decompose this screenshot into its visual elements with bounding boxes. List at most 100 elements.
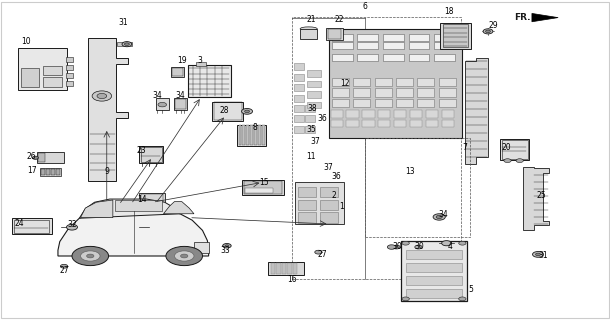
Bar: [245, 188, 273, 193]
Text: 4: 4: [448, 242, 453, 251]
Bar: [362, 120, 375, 127]
Text: 12: 12: [340, 79, 350, 88]
Bar: [409, 42, 429, 49]
Bar: [175, 99, 186, 109]
Polygon shape: [523, 167, 549, 230]
Circle shape: [92, 91, 112, 101]
Bar: [375, 99, 392, 107]
Bar: [396, 78, 413, 86]
Bar: [172, 68, 183, 76]
Polygon shape: [163, 202, 194, 214]
Bar: [357, 42, 378, 49]
Bar: [426, 110, 438, 118]
Circle shape: [536, 253, 540, 256]
Circle shape: [402, 241, 409, 245]
Bar: [442, 110, 454, 118]
Circle shape: [66, 224, 77, 230]
Bar: [417, 99, 434, 107]
Bar: [196, 62, 206, 66]
Bar: [357, 54, 378, 61]
Bar: [43, 77, 62, 87]
Text: 18: 18: [444, 7, 454, 16]
Bar: [298, 187, 316, 197]
Bar: [406, 263, 462, 272]
Text: 31: 31: [118, 18, 128, 27]
Text: 17: 17: [27, 166, 37, 175]
Bar: [406, 289, 462, 298]
Bar: [434, 34, 455, 41]
Circle shape: [60, 264, 68, 268]
Bar: [406, 276, 462, 285]
Text: 30: 30: [415, 242, 425, 251]
Text: 1: 1: [339, 202, 344, 211]
Circle shape: [486, 30, 490, 33]
Bar: [500, 139, 529, 160]
Bar: [401, 241, 467, 301]
Circle shape: [158, 102, 167, 107]
Text: 6: 6: [362, 2, 367, 11]
Text: 7: 7: [462, 143, 467, 152]
Bar: [66, 81, 73, 86]
Bar: [394, 120, 406, 127]
Text: 24: 24: [15, 220, 24, 228]
Bar: [409, 54, 429, 61]
Bar: [271, 263, 275, 274]
Bar: [320, 187, 338, 197]
Text: 33: 33: [221, 246, 231, 255]
Bar: [346, 120, 359, 127]
Bar: [294, 126, 304, 133]
Bar: [440, 23, 471, 49]
Circle shape: [225, 245, 229, 247]
Polygon shape: [88, 38, 128, 181]
Bar: [254, 125, 257, 145]
Bar: [12, 218, 52, 234]
Text: 37: 37: [323, 163, 333, 172]
Polygon shape: [79, 199, 180, 218]
Text: 16: 16: [287, 275, 296, 284]
Bar: [66, 57, 73, 62]
Text: 9: 9: [104, 167, 109, 176]
Bar: [43, 66, 62, 75]
Circle shape: [223, 244, 231, 248]
Circle shape: [181, 254, 188, 258]
Text: 34: 34: [152, 92, 162, 100]
Text: 29: 29: [488, 21, 498, 30]
Circle shape: [387, 245, 396, 249]
Text: 19: 19: [177, 56, 187, 65]
Bar: [282, 263, 286, 274]
Text: 21: 21: [306, 15, 316, 24]
Bar: [502, 140, 528, 159]
Bar: [188, 65, 231, 97]
Bar: [307, 91, 321, 98]
Text: 14: 14: [137, 195, 146, 204]
Bar: [139, 146, 163, 163]
Bar: [375, 88, 392, 97]
Polygon shape: [532, 13, 558, 22]
Bar: [37, 152, 64, 163]
Bar: [51, 169, 55, 175]
Bar: [383, 54, 404, 61]
Text: 5: 5: [468, 285, 473, 294]
Circle shape: [459, 241, 466, 245]
Bar: [268, 262, 304, 275]
Bar: [294, 63, 304, 70]
Text: 8: 8: [253, 124, 257, 132]
Bar: [239, 125, 241, 145]
Bar: [346, 110, 359, 118]
Text: 25: 25: [537, 191, 547, 200]
Circle shape: [124, 43, 129, 45]
Bar: [353, 99, 370, 107]
Bar: [244, 181, 282, 194]
Bar: [365, 138, 470, 237]
Polygon shape: [115, 200, 162, 211]
Bar: [307, 81, 321, 87]
Text: 36: 36: [317, 114, 327, 123]
Bar: [141, 147, 162, 162]
Bar: [21, 68, 39, 87]
Bar: [300, 29, 317, 39]
Bar: [139, 193, 165, 205]
Text: 31: 31: [538, 252, 548, 260]
Bar: [434, 54, 455, 61]
Bar: [410, 120, 422, 127]
Polygon shape: [465, 58, 488, 164]
